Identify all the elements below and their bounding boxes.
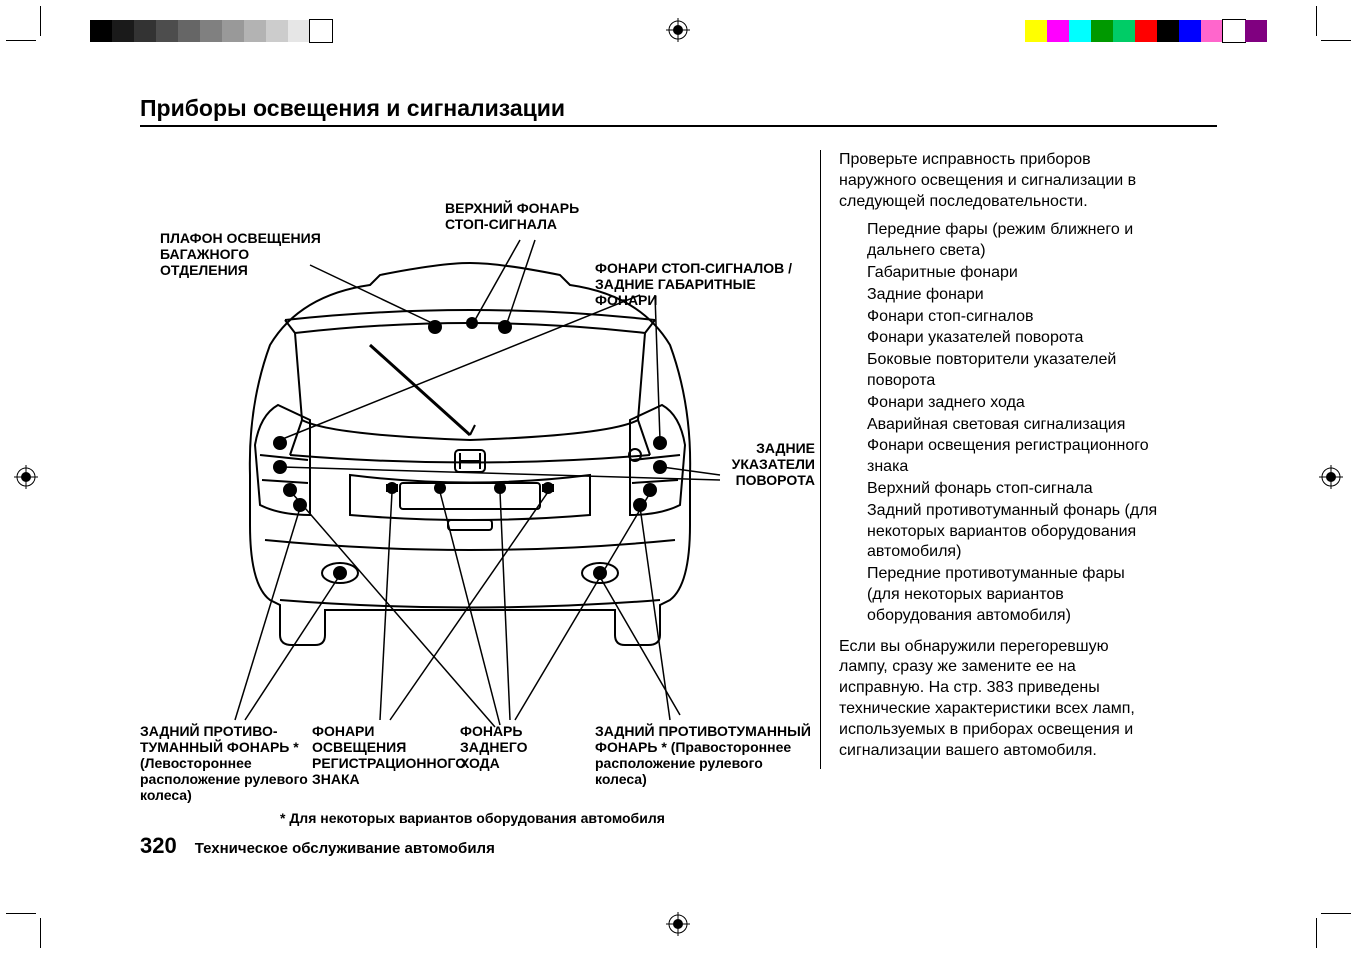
check-list-item: Задние фонари [867,285,1160,306]
register-mark-icon [1319,465,1343,489]
check-list-item: Габаритные фонари [867,263,1160,284]
page-title: Приборы освещения и сигнализации [140,95,565,122]
check-list-item: Аварийная световая сигнализация [867,415,1160,436]
label-cargo-light: ПЛАФОН ОСВЕЩЕНИЯБАГАЖНОГО ОТДЕЛЕНИЯ [160,230,330,278]
crop-mark [6,40,36,41]
crop-mark [1316,918,1317,948]
diagram-footnote: * Для некоторых вариантов оборудования а… [280,810,665,826]
crop-mark [1321,40,1351,41]
text-column: Проверьте исправность приборов наружного… [820,150,1160,769]
register-mark-icon [14,465,38,489]
car-diagram: ПЛАФОН ОСВЕЩЕНИЯБАГАЖНОГО ОТДЕЛЕНИЯ ВЕРХ… [140,145,800,845]
check-list-item: Фонари стоп-сигналов [867,307,1160,328]
crop-mark [6,913,36,914]
check-list-item: Задний противотуманный фонарь (для некот… [867,501,1160,563]
check-list-item: Верхний фонарь стоп-сигнала [867,479,1160,500]
crop-mark [1316,6,1317,36]
label-fog-right: ЗАДНИЙ ПРОТИВОТУМАННЫЙФОНАРЬ * (Правосто… [595,723,815,787]
label-stop-tail: ФОНАРИ СТОП-СИГНАЛОВ /ЗАДНИЕ ГАБАРИТНЫЕ … [595,260,805,308]
check-list-item: Фонари освещения регистрационного знака [867,436,1160,478]
label-fog-left: ЗАДНИЙ ПРОТИВО-ТУМАННЫЙ ФОНАРЬ *(Левосто… [140,723,310,803]
check-list: Передние фары (режим ближнего и дальнего… [839,220,1160,626]
label-reverse: ФОНАРЬ ЗАДНЕГОХОДА [460,723,590,771]
check-list-item: Боковые повторители указателей поворота [867,350,1160,392]
label-plate: ФОНАРИ ОСВЕЩЕНИЯРЕГИСТРАЦИОННОГОЗНАКА [312,723,457,787]
footer-text: Техническое обслуживание автомобиля [195,840,495,857]
register-mark-icon [666,18,690,42]
crop-mark [1321,913,1351,914]
check-list-item: Фонари указателей поворота [867,328,1160,349]
intro-paragraph: Проверьте исправность приборов наружного… [839,150,1160,212]
crop-mark [40,6,41,36]
crop-mark [40,918,41,948]
page-number: 320 [140,833,177,859]
register-mark-icon [666,912,690,936]
grayscale-bar [90,20,332,42]
outro-paragraph: Если вы обнаружили перегоревшую лампу, с… [839,637,1160,762]
page-footer: 320 Техническое обслуживание автомобиля [140,833,495,859]
label-high-stop: ВЕРХНИЙ ФОНАРЬСТОП-СИГНАЛА [445,200,605,232]
label-turn-signals: ЗАДНИЕУКАЗАТЕЛИПОВОРОТА [725,440,815,488]
color-bar [1025,20,1267,42]
title-rule [140,125,1217,127]
check-list-item: Передние противотуманные фары (для некот… [867,564,1160,626]
check-list-item: Передние фары (режим ближнего и дальнего… [867,220,1160,262]
check-list-item: Фонари заднего хода [867,393,1160,414]
